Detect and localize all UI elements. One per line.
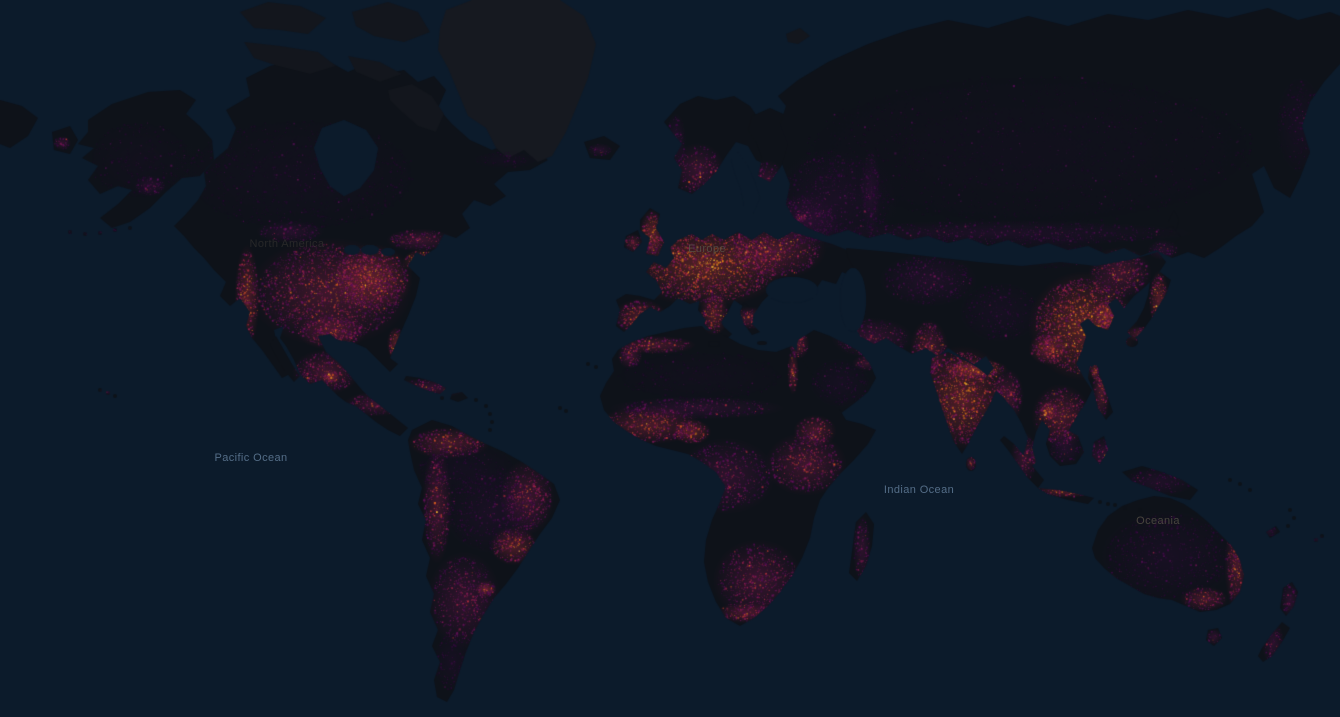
- world-heatmap-canvas[interactable]: [0, 0, 1340, 717]
- world-heatmap-viewport: North America Europe Oceania Pacific Oce…: [0, 0, 1340, 717]
